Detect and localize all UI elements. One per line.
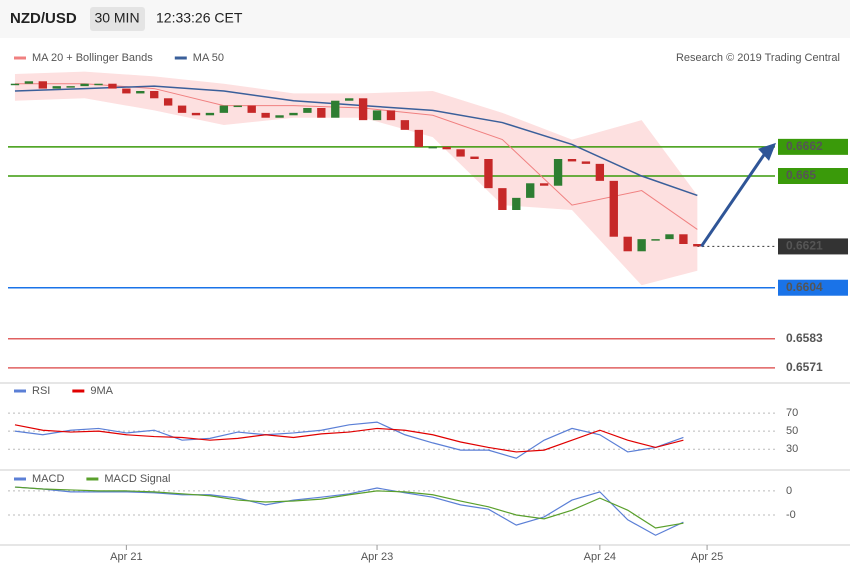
level-box [778,168,848,184]
level-label: 0.6583 [786,331,823,345]
y-tick-label: 0 [786,485,792,497]
candle [108,83,117,89]
candle [205,112,215,116]
candle [595,163,605,181]
candle [651,239,660,241]
candle [331,100,340,118]
candle [526,183,535,198]
candle [428,146,437,149]
candle [665,234,674,240]
level-box [778,238,848,255]
candle [372,110,382,121]
candle [637,239,646,252]
legend-label: MACD [32,473,64,485]
y-tick-label: 70 [786,407,798,419]
candle [219,105,229,113]
forecast-arrow [700,154,766,248]
credit: Research © 2019 Trading Central [676,52,840,64]
y-tick-label: -0 [786,509,796,521]
bollinger-band [14,71,698,286]
x-tick-label: Apr 25 [691,551,723,563]
candle [136,91,145,94]
candle [247,105,256,113]
candle [80,83,89,87]
candle [581,161,591,164]
candle [10,83,20,86]
indicator-line [14,424,684,453]
candle [539,183,549,186]
candle [345,98,354,101]
x-tick-label: Apr 23 [361,551,393,563]
forecast-arrowhead [758,142,776,161]
level-label: 0.6571 [786,360,823,374]
candle [400,120,410,130]
level-label: 0.6662 [786,139,823,153]
level-box [778,138,848,155]
level-label: 0.6604 [786,280,823,294]
candle [693,244,702,247]
candle [609,180,618,237]
candle [191,112,201,116]
legend-label: MA 20 + Bollinger Bands [32,52,153,64]
y-tick-label: 30 [786,443,798,455]
candle [623,236,632,252]
candle [275,115,284,118]
candle [163,98,173,106]
candle [24,81,34,84]
indicator-line [14,486,684,536]
candle [567,159,577,162]
symbol: NZD/USD [10,10,77,27]
legend-label: MA 50 [193,52,224,64]
level-box [778,279,848,296]
candle [38,81,47,89]
level-label: 0.665 [786,168,816,182]
level-label: 0.6621 [786,239,823,253]
candle [317,108,326,118]
candle [484,159,493,189]
clock: 12:33:26 CET [156,10,243,26]
candle [233,105,242,108]
indicator-line [14,486,684,529]
legend-label: 9MA [90,385,113,397]
interval-box [90,7,145,31]
candle [512,197,521,210]
candle [414,129,423,147]
candle [122,88,131,94]
candle [66,86,75,88]
candle [679,234,688,244]
x-tick-label: Apr 21 [110,551,142,563]
x-tick-label: Apr 24 [584,551,616,563]
indicator-line [14,421,684,459]
candle [150,91,159,99]
candle [498,188,507,210]
candle [386,110,396,121]
candle [470,156,479,159]
legend-label: RSI [32,385,50,397]
legend-label: MACD Signal [104,473,170,485]
y-tick-label: 50 [786,425,798,437]
candle [177,105,187,113]
candle [52,86,61,89]
interval: 30 MIN [94,10,139,26]
candle [94,83,103,86]
candle [553,159,563,186]
candle [358,98,368,121]
candle [442,146,451,150]
candle [289,112,298,116]
candle [303,108,312,113]
candle [261,112,270,118]
candle [456,149,465,157]
